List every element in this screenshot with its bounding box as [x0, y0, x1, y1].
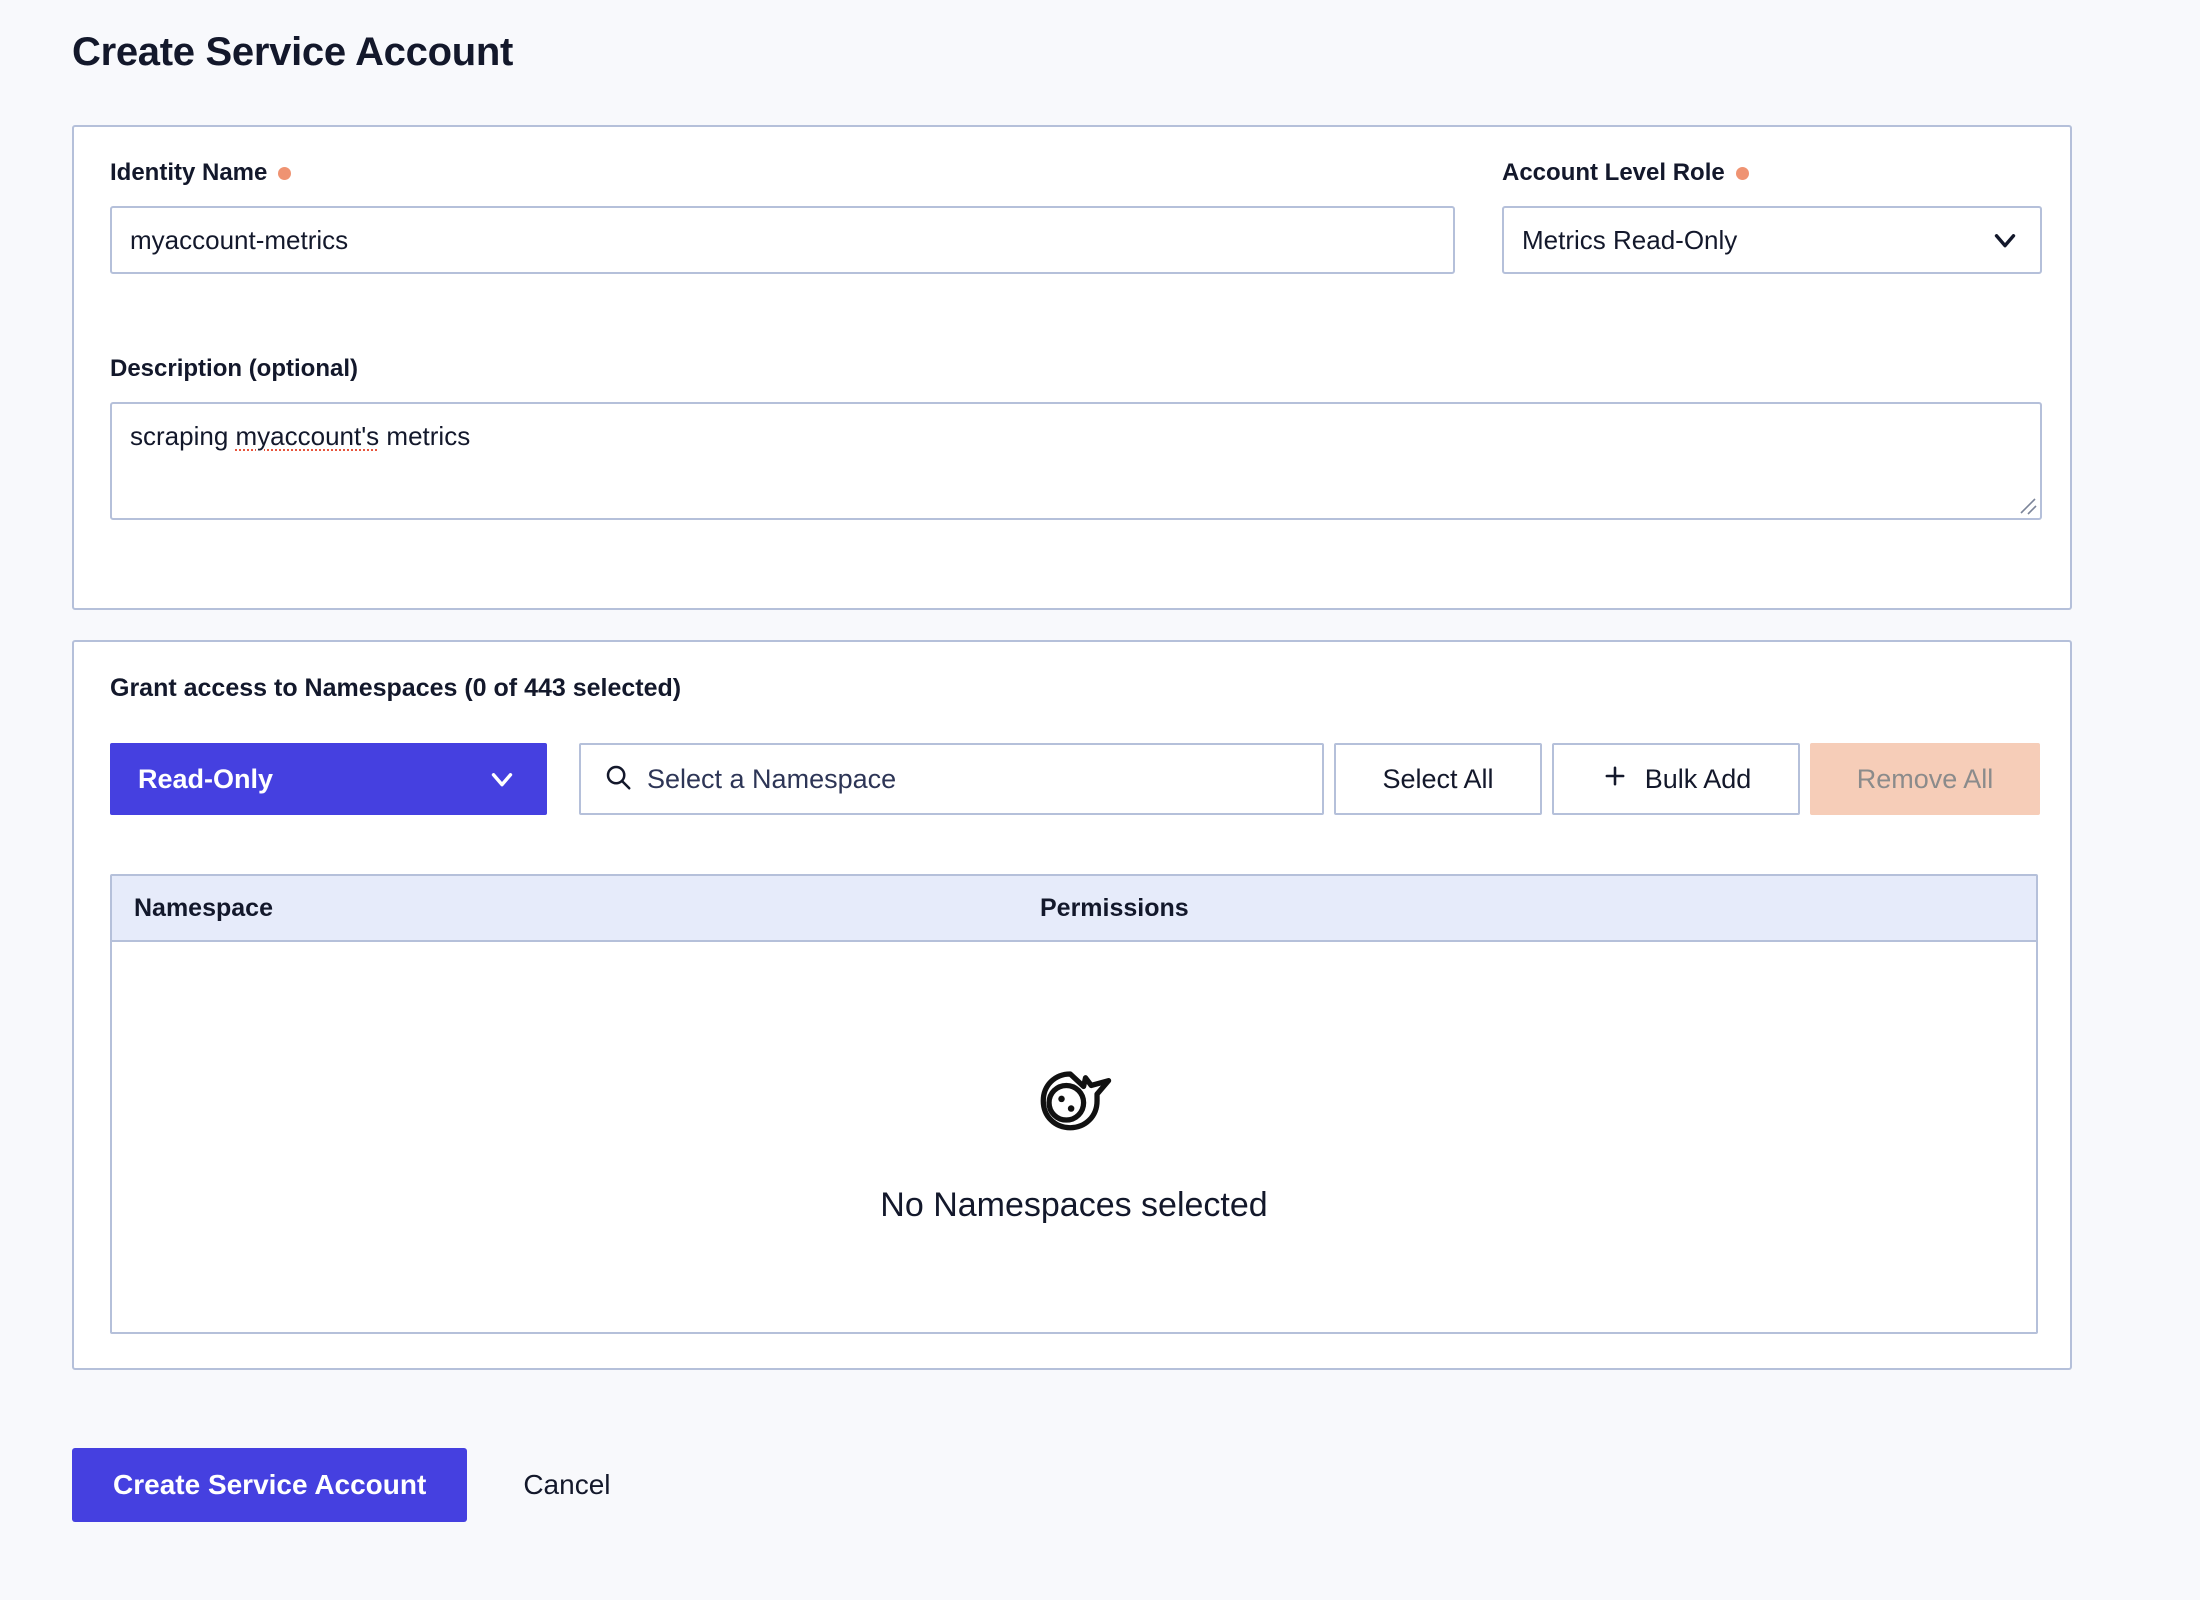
description-textarea[interactable]: scraping myaccount's metrics — [110, 402, 2042, 520]
description-text-suffix: metrics — [379, 421, 471, 451]
remove-all-label: Remove All — [1856, 763, 1994, 794]
identity-name-label: Identity Name — [110, 159, 1455, 187]
required-indicator-icon — [278, 166, 292, 180]
permission-level-dropdown[interactable]: Read-Only — [110, 743, 547, 815]
cancel-button[interactable]: Cancel — [487, 1448, 646, 1522]
grant-access-title: Grant access to Namespaces (0 of 443 sel… — [110, 674, 682, 702]
search-icon — [603, 762, 633, 797]
remove-all-button[interactable]: Remove All — [1810, 743, 2040, 815]
plus-icon — [1601, 762, 1629, 797]
namespaces-toolbar: Read-Only Select a Namespace Select All … — [110, 743, 2040, 815]
bulk-add-label: Bulk Add — [1644, 763, 1752, 794]
namespaces-empty-state: No Namespaces selected — [112, 942, 2036, 1332]
permission-level-value: Read-Only — [138, 763, 274, 794]
account-level-role-label: Account Level Role — [1502, 159, 2042, 187]
description-label: Description (optional) — [110, 355, 2042, 383]
create-service-account-button[interactable]: Create Service Account — [72, 1448, 468, 1522]
namespace-search-field[interactable]: Select a Namespace — [579, 743, 1324, 815]
description-textarea-shell: scraping myaccount's metrics — [110, 402, 2042, 520]
description-label-text: Description (optional) — [110, 355, 358, 382]
namespaces-table: Namespace Permissions No Namespaces sele… — [110, 874, 2038, 1334]
column-header-permissions: Permissions — [1040, 893, 1189, 922]
empty-state-text: No Namespaces selected — [880, 1186, 1268, 1224]
required-indicator-icon — [1735, 166, 1749, 180]
account-level-role-field-group: Account Level Role Metrics Read-Only — [1502, 159, 2042, 274]
column-header-namespace: Namespace — [134, 893, 273, 922]
select-all-button[interactable]: Select All — [1334, 743, 1542, 815]
bulk-add-button[interactable]: Bulk Add — [1552, 743, 1800, 815]
identity-name-field-group: Identity Name — [110, 159, 1455, 274]
identity-name-label-text: Identity Name — [110, 159, 268, 186]
account-level-role-select[interactable]: Metrics Read-Only — [1502, 206, 2042, 274]
select-all-label: Select All — [1382, 763, 1494, 794]
page-title: Create Service Account — [72, 30, 513, 74]
chevron-down-icon — [485, 762, 519, 796]
namespace-search-placeholder: Select a Namespace — [647, 763, 897, 794]
account-level-role-value: Metrics Read-Only — [1522, 224, 1738, 255]
namespaces-card: Grant access to Namespaces (0 of 443 sel… — [72, 640, 2072, 1370]
chevron-down-icon — [1988, 223, 2022, 257]
form-actions: Create Service Account Cancel — [72, 1448, 647, 1522]
identity-name-input[interactable] — [110, 206, 1455, 274]
description-text-misspelled: myaccount's — [235, 421, 380, 451]
description-field-group: Description (optional) scraping myaccoun… — [110, 355, 2042, 520]
description-text-prefix: scraping — [130, 421, 236, 451]
namespaces-table-header-row: Namespace Permissions — [112, 876, 2036, 942]
account-level-role-label-text: Account Level Role — [1502, 159, 1725, 186]
comet-icon — [1026, 1049, 1122, 1150]
identity-card: Identity Name Account Level Role Metrics… — [72, 125, 2072, 610]
